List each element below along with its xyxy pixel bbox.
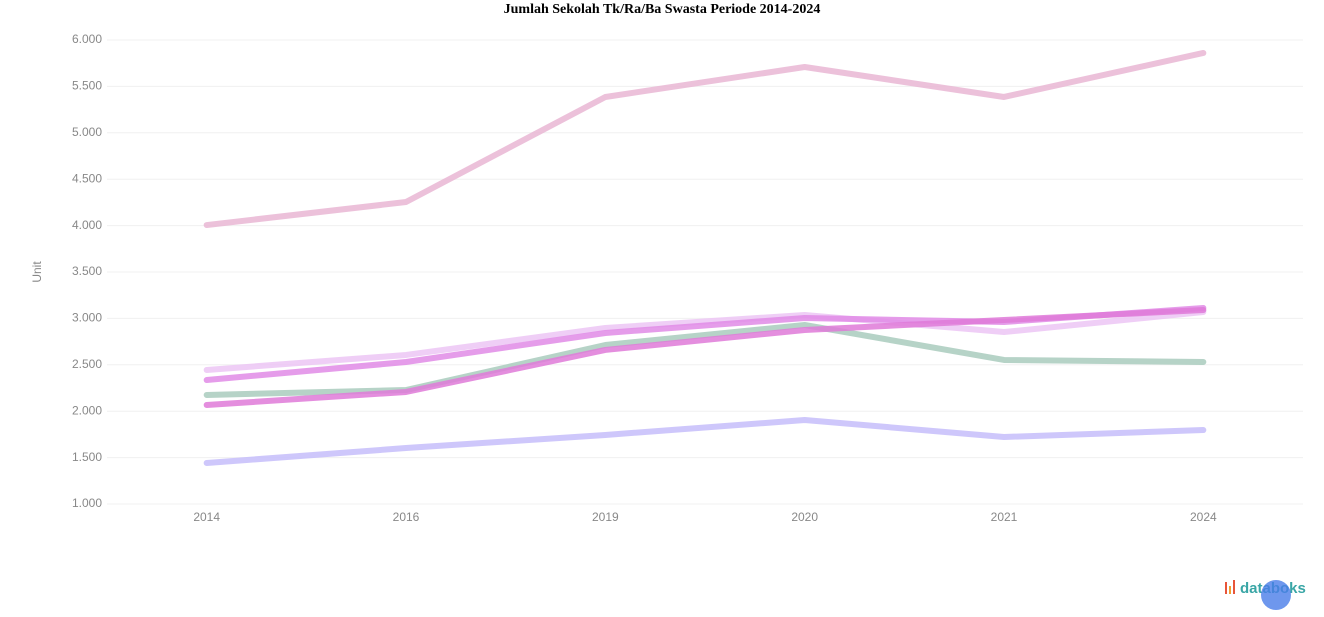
x-tick-label: 2020 [791,510,818,524]
y-tick-label: 5.500 [72,79,102,93]
y-axis-label: Unit [30,261,44,283]
series-line [203,417,1207,466]
series-line [203,49,1207,229]
x-tick-label: 2019 [592,510,619,524]
y-tick-label: 6.000 [72,32,102,46]
x-tick-label: 2014 [193,510,220,524]
chart-title: Jumlah Sekolah Tk/Ra/Ba Swasta Periode 2… [504,2,821,17]
series-line [203,308,1207,373]
logo[interactable]: databoks [1225,580,1306,610]
y-tick-label: 1.500 [72,450,102,464]
x-tick-label: 2021 [991,510,1018,524]
y-tick-label: 4.000 [72,218,102,232]
logo-icon [1233,580,1235,594]
logo-icon [1225,582,1227,594]
logo-badge[interactable] [1261,580,1291,610]
y-tick-label: 2.000 [72,403,102,417]
y-tick-label: 1.000 [72,496,102,510]
y-tick-label: 5.000 [72,125,102,139]
y-tick-label: 3.000 [72,311,102,325]
y-tick-label: 4.500 [72,171,102,185]
y-tick-label: 3.500 [72,264,102,278]
x-tick-label: 2024 [1190,510,1217,524]
logo-icon [1229,586,1231,594]
series-line [203,321,1207,398]
x-tick-label: 2016 [393,510,420,524]
series-line [203,307,1207,408]
y-tick-label: 2.500 [72,357,102,371]
